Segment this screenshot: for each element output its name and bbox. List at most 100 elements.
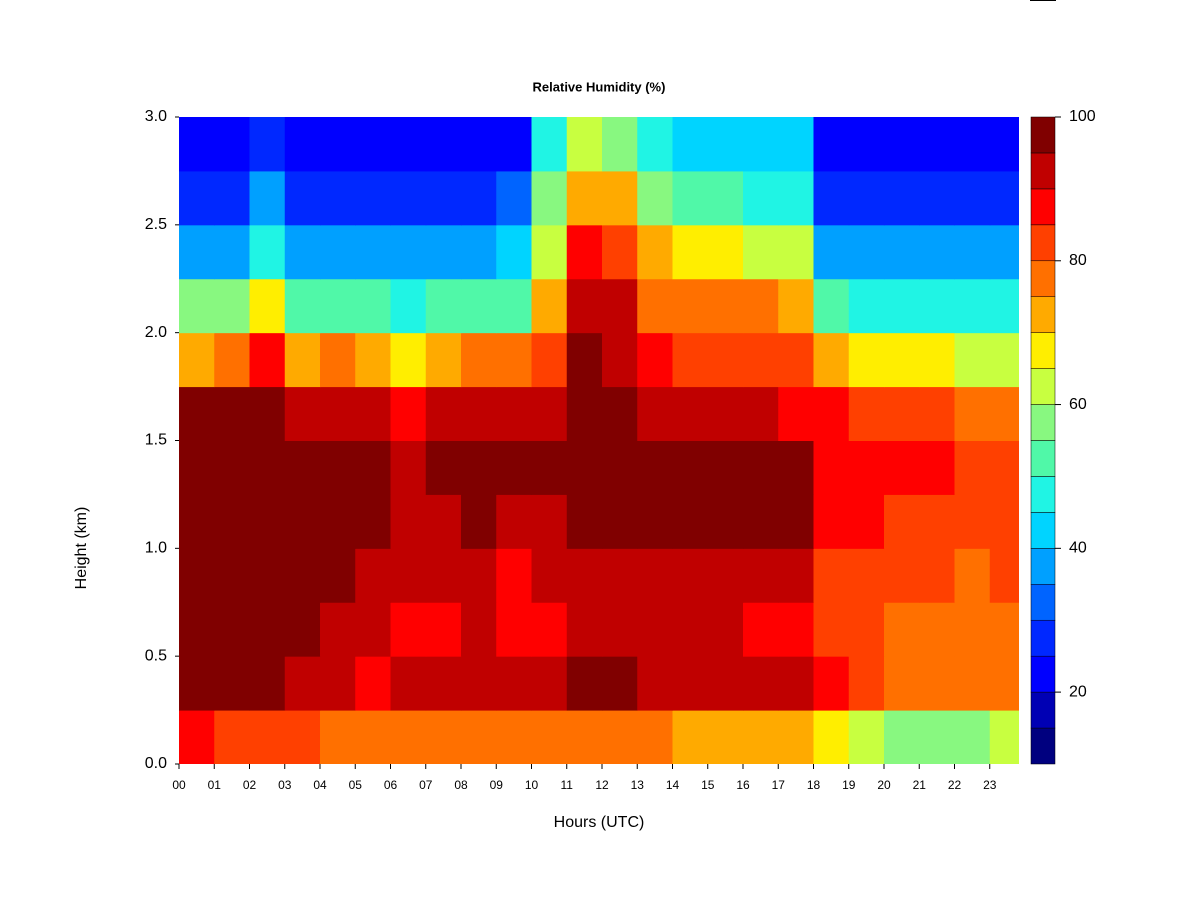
heatmap-cell: [637, 170, 673, 226]
heatmap-cell: [284, 494, 321, 549]
heatmap-cell: [390, 602, 427, 657]
heatmap-cell: [284, 656, 321, 711]
heatmap-cell: [355, 494, 391, 549]
heatmap-cell: [460, 656, 497, 711]
heatmap-cell: [848, 332, 885, 388]
x-tick-label: 03: [278, 778, 292, 792]
colorbar-tick-label: 60: [1069, 396, 1087, 413]
heatmap-cell: [496, 548, 532, 603]
heatmap-cell: [179, 656, 215, 711]
heatmap-cell: [355, 278, 391, 334]
heatmap-cell: [179, 170, 215, 226]
heatmap-cell: [637, 117, 673, 172]
colorbar-band: [1030, 512, 1056, 549]
heatmap-cell: [460, 710, 497, 764]
heatmap-cell: [883, 656, 920, 711]
heatmap-cell: [672, 332, 709, 388]
heatmap-cell: [390, 656, 427, 711]
heatmap-cell: [566, 224, 603, 280]
heatmap-cell: [319, 602, 356, 657]
heatmap-cell: [566, 117, 603, 172]
heatmap-cell: [778, 170, 814, 226]
heatmap-cell: [319, 224, 356, 280]
colorbar-band: [1030, 476, 1056, 513]
heatmap-cell: [883, 170, 920, 226]
colorbar-band: [1030, 224, 1056, 262]
heatmap-cell: [707, 602, 744, 657]
heatmap-cell: [637, 602, 673, 657]
heatmap: [179, 117, 1019, 764]
heatmap-cell: [954, 548, 991, 603]
heatmap-cell: [496, 224, 532, 280]
heatmap-cell: [355, 602, 391, 657]
heatmap-cell: [707, 117, 744, 172]
heatmap-cell: [778, 602, 814, 657]
heatmap-cell: [425, 548, 462, 603]
heatmap-cell: [989, 656, 1019, 711]
colorbar-band: [1030, 332, 1056, 369]
heatmap-cell: [566, 656, 603, 711]
heatmap-cell: [496, 440, 532, 495]
heatmap-cell: [355, 386, 391, 441]
heatmap-cell: [214, 278, 250, 334]
heatmap-cell: [707, 332, 744, 388]
heatmap-cell: [742, 278, 779, 334]
heatmap-cell: [883, 332, 920, 388]
heatmap-cell: [249, 332, 286, 388]
x-tick-label: 13: [631, 778, 645, 792]
heatmap-cell: [601, 440, 638, 495]
heatmap-cell: [672, 548, 709, 603]
heatmap-cell: [813, 494, 850, 549]
heatmap-cell: [954, 278, 991, 334]
heatmap-cell: [637, 332, 673, 388]
heatmap-cell: [390, 494, 427, 549]
x-tick-label: 10: [525, 778, 539, 792]
x-tick-label: 14: [666, 778, 680, 792]
heatmap-cell: [284, 170, 321, 226]
heatmap-cell: [919, 656, 955, 711]
heatmap-cell: [848, 494, 885, 549]
heatmap-cell: [919, 548, 955, 603]
heatmap-cell: [742, 117, 779, 172]
colorbar-band: [1030, 116, 1056, 154]
heatmap-cell: [707, 386, 744, 441]
heatmap-cell: [425, 170, 462, 226]
heatmap-cell: [601, 278, 638, 334]
heatmap-cell: [883, 278, 920, 334]
colorbar-band: [1030, 296, 1056, 333]
heatmap-cell: [742, 332, 779, 388]
heatmap-cell: [813, 224, 850, 280]
heatmap-cell: [707, 656, 744, 711]
heatmap-cell: [284, 440, 321, 495]
heatmap-cell: [919, 440, 955, 495]
heatmap-cell: [390, 710, 427, 764]
heatmap-cell: [531, 170, 568, 226]
colorbar-band: [1030, 404, 1056, 441]
heatmap-cell: [989, 332, 1019, 388]
heatmap-cell: [813, 656, 850, 711]
heatmap-cell: [319, 170, 356, 226]
heatmap-cell: [390, 332, 427, 388]
heatmap-cell: [778, 548, 814, 603]
heatmap-cell: [672, 117, 709, 172]
heatmap-cell: [249, 440, 286, 495]
heatmap-cell: [284, 548, 321, 603]
heatmap-cell: [214, 440, 250, 495]
heatmap-cell: [531, 278, 568, 334]
heatmap-cell: [319, 548, 356, 603]
heatmap-cell: [214, 117, 250, 172]
heatmap-cell: [179, 440, 215, 495]
heatmap-cell: [883, 117, 920, 172]
heatmap-cell: [919, 117, 955, 172]
heatmap-cell: [531, 386, 568, 441]
heatmap-cell: [637, 278, 673, 334]
x-tick-label: 22: [948, 778, 962, 792]
heatmap-cell: [531, 117, 568, 172]
heatmap-cell: [179, 278, 215, 334]
heatmap-cell: [390, 548, 427, 603]
chart-title: Relative Humidity (%): [533, 79, 666, 94]
colorbar-band: [1030, 548, 1056, 585]
heatmap-cell: [496, 117, 532, 172]
heatmap-cell: [919, 602, 955, 657]
